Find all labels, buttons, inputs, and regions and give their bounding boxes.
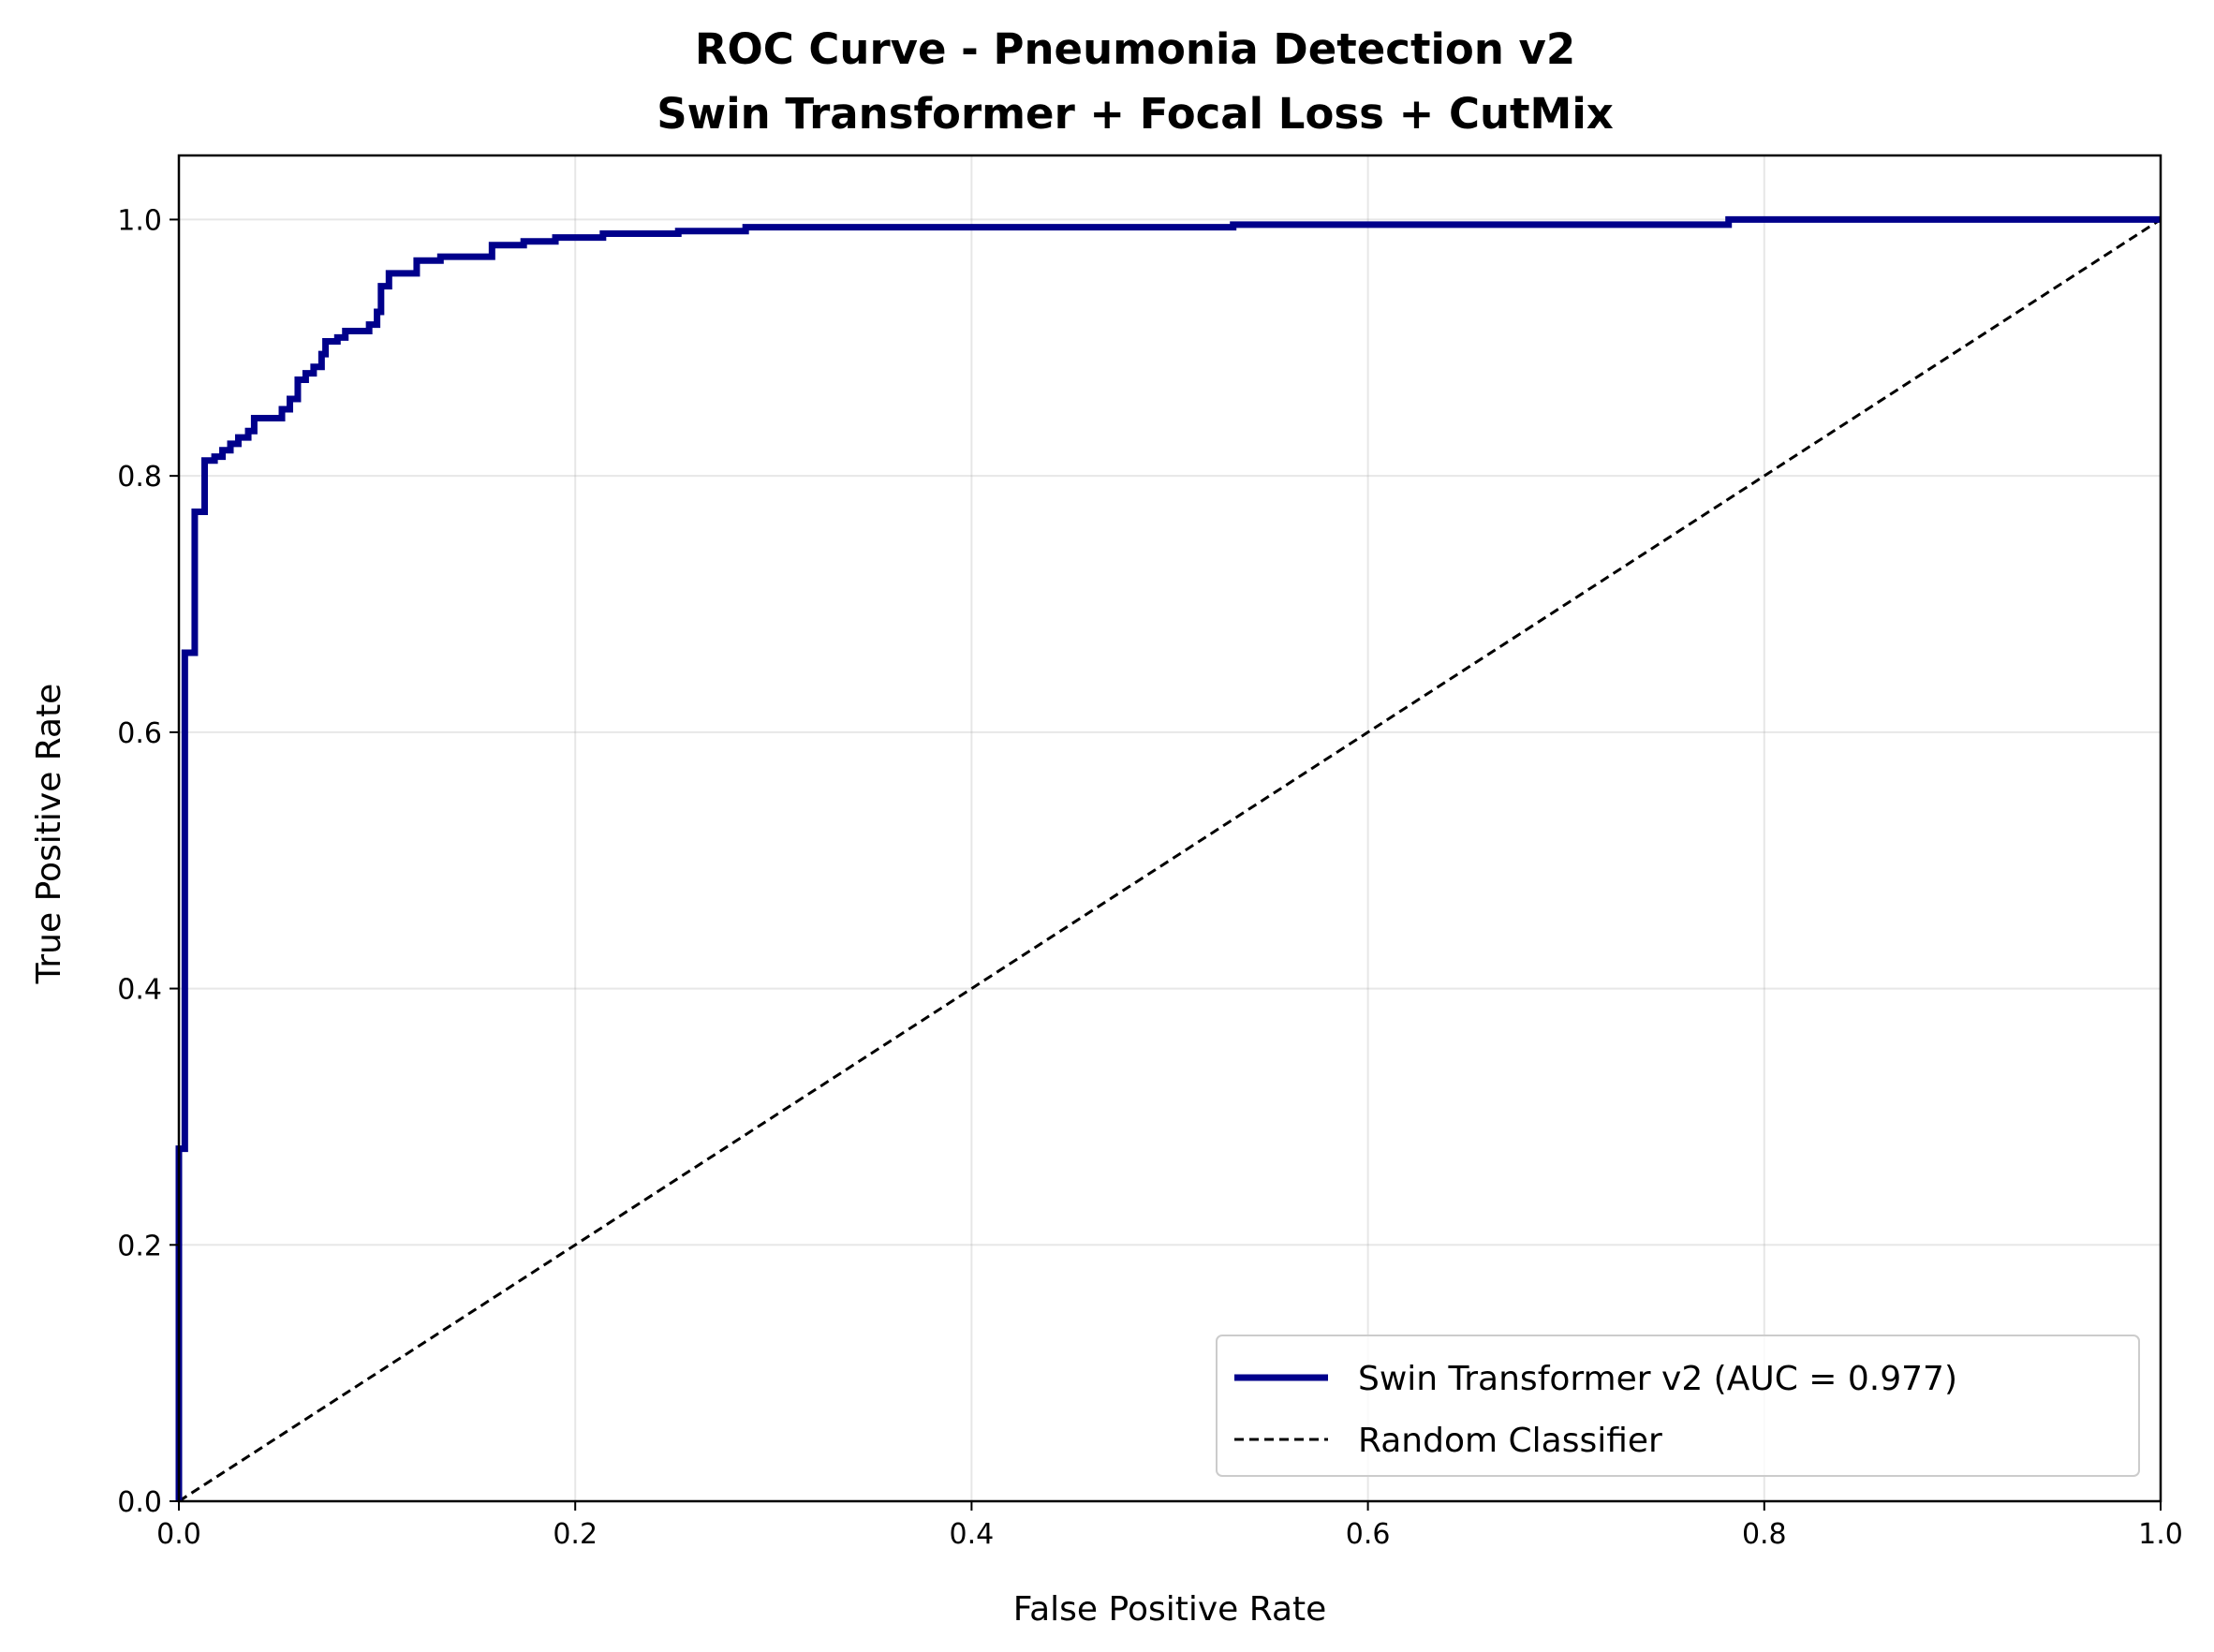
axis-ticks: 0.0 0.2 0.4 0.6 0.8 1.0 0.0 0.2 0.4 0.6 0.8 1.0 xyxy=(117,204,2183,1551)
chart-title: ROC Curve - Pneumonia Detection v2 xyxy=(695,24,1575,74)
roc-curve-line xyxy=(175,215,2161,1501)
x-tick-label: 0.2 xyxy=(553,1518,598,1551)
y-tick-label: 0.8 xyxy=(117,461,162,494)
legend: Swin Transformer v2 (AUC = 0.977) Random… xyxy=(1216,1335,2140,1477)
y-axis-label: True Positive Rate xyxy=(30,684,68,985)
grid-lines xyxy=(178,155,2162,1502)
x-tick-label: 0.8 xyxy=(1742,1518,1787,1551)
plot-frame xyxy=(177,154,2162,1503)
legend-frame xyxy=(1216,1335,2140,1477)
y-tick-label: 0.2 xyxy=(117,1230,162,1262)
x-tick-label: 1.0 xyxy=(2138,1518,2183,1551)
legend-label-random: Random Classifier xyxy=(1358,1422,1662,1460)
legend-label-roc: Swin Transformer v2 (AUC = 0.977) xyxy=(1358,1360,1957,1398)
y-tick-label: 0.6 xyxy=(117,717,162,750)
x-tick-label: 0.0 xyxy=(156,1518,201,1551)
y-tick-label: 1.0 xyxy=(117,204,162,237)
chart-subtitle: Swin Transformer + Focal Loss + CutMix xyxy=(657,89,1614,139)
y-tick-label: 0.0 xyxy=(117,1486,162,1519)
random-classifier-line xyxy=(178,218,2162,1503)
x-tick-label: 0.4 xyxy=(950,1518,995,1551)
series-layer xyxy=(175,215,2162,1503)
y-tick-label: 0.4 xyxy=(117,974,162,1007)
x-axis-label: False Positive Rate xyxy=(1013,1590,1327,1629)
x-tick-label: 0.6 xyxy=(1346,1518,1391,1551)
